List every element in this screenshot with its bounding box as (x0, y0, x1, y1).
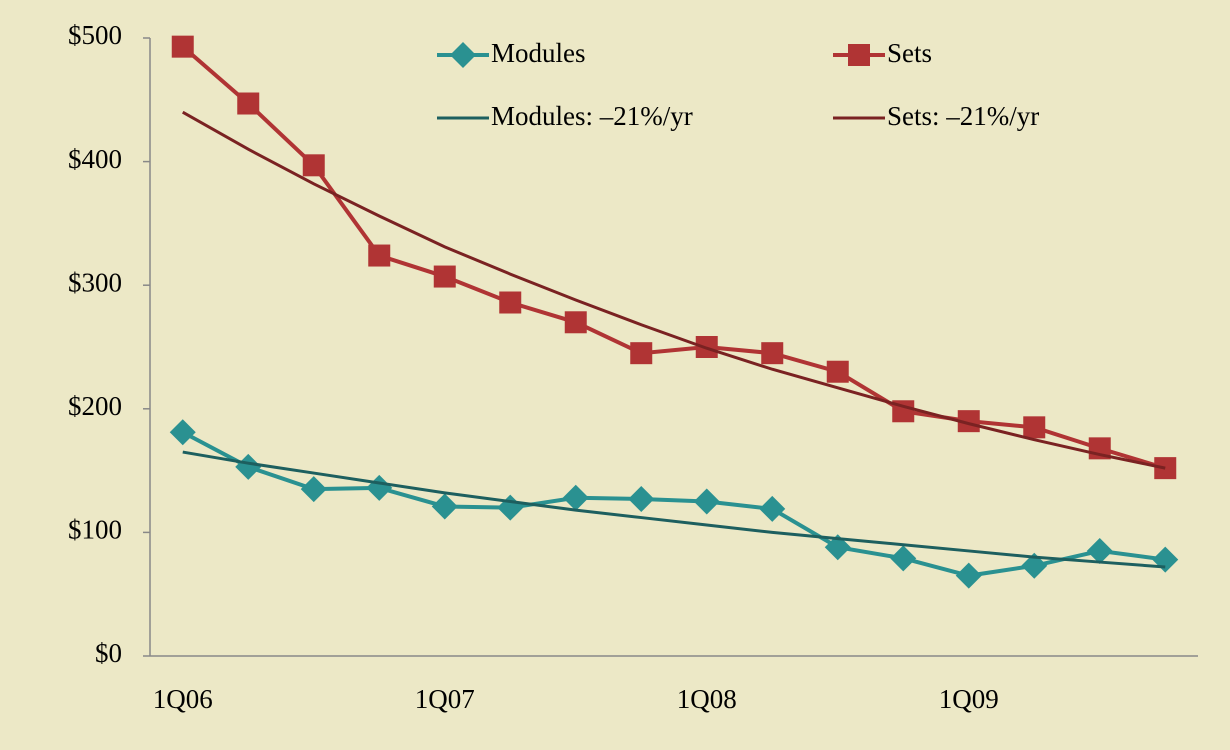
marker (824, 534, 851, 561)
y-tick-label: $300 (68, 267, 122, 297)
trend-line (182, 110, 1166, 470)
legend-label: Sets: –21%/yr (887, 101, 1039, 131)
marker (630, 342, 653, 365)
marker (235, 453, 262, 480)
y-tick-label: $400 (68, 144, 122, 174)
marker (237, 92, 260, 115)
legend-label: Modules: –21%/yr (491, 101, 693, 131)
marker (1023, 416, 1046, 439)
legend-marker (450, 42, 476, 68)
marker (957, 410, 980, 433)
trend-line (182, 450, 1166, 569)
marker (826, 360, 849, 383)
marker (562, 484, 589, 511)
legend-label: Modules (491, 38, 586, 68)
marker (693, 488, 720, 515)
y-tick-label: $500 (68, 20, 122, 50)
series-line (181, 45, 1166, 471)
x-tick-label: 1Q06 (153, 684, 213, 714)
x-tick-label: 1Q07 (415, 684, 475, 714)
y-tick-label: $200 (68, 391, 122, 421)
marker (300, 476, 327, 503)
marker (564, 311, 587, 334)
marker (433, 265, 456, 288)
marker (761, 342, 784, 365)
marker (499, 291, 522, 314)
marker (890, 545, 917, 572)
y-tick-label: $100 (68, 515, 122, 545)
marker (431, 493, 458, 520)
marker (1086, 537, 1113, 564)
marker (759, 495, 786, 522)
marker (169, 419, 196, 446)
marker (302, 154, 325, 177)
x-tick-label: 1Q09 (939, 684, 999, 714)
marker (955, 562, 982, 589)
marker (368, 244, 391, 267)
marker (628, 486, 655, 513)
y-tick-label: $0 (95, 638, 122, 668)
legend-marker (848, 44, 870, 66)
marker (171, 35, 194, 58)
marker (1021, 552, 1048, 579)
series-line (181, 430, 1166, 578)
x-tick-label: 1Q08 (677, 684, 737, 714)
legend-label: Sets (887, 38, 932, 68)
